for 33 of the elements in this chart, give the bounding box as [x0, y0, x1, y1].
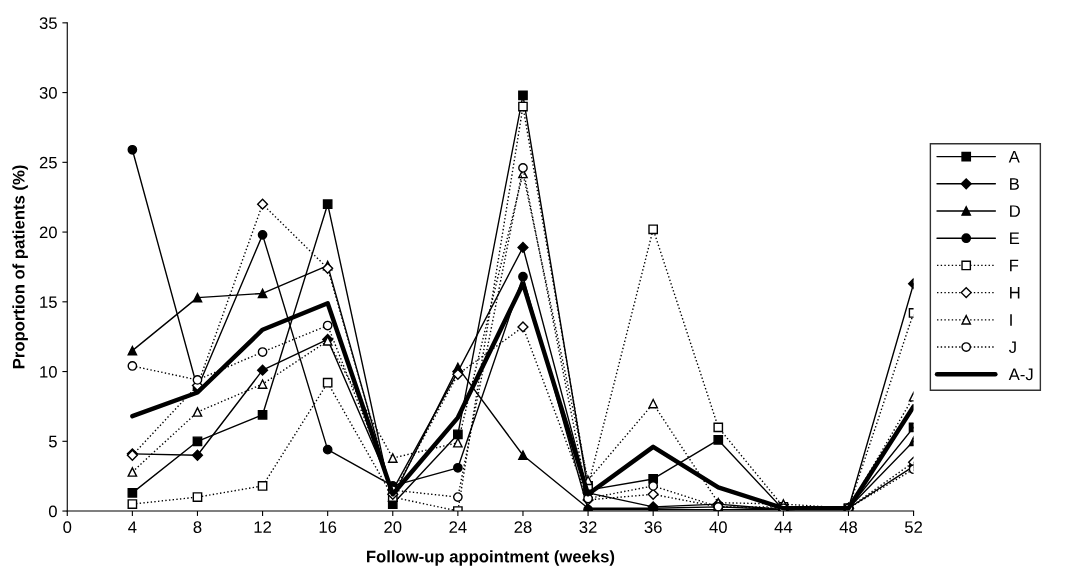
legend-label: F — [1010, 259, 1019, 272]
y-tick-label: 30 — [39, 86, 57, 99]
x-tick-label: 16 — [319, 521, 337, 534]
x-tick-label: 48 — [839, 521, 858, 534]
y-tick-label: 25 — [39, 156, 57, 169]
legend-label: H — [1010, 286, 1020, 299]
legend-label: B — [1010, 178, 1019, 190]
x-tick-label: 24 — [449, 521, 467, 533]
x-axis-title: Follow-up appointment (weeks) — [367, 550, 615, 566]
y-tick-label: 5 — [48, 435, 57, 448]
x-tick-label: 0 — [63, 521, 72, 534]
y-tick-label: 0 — [48, 505, 57, 518]
legend-label: I — [1010, 314, 1012, 326]
legend-label: E — [1010, 232, 1020, 245]
legend-label: A — [1008, 150, 1020, 163]
y-axis-title: Proportion of patients (%) — [12, 165, 28, 369]
x-tick-label: 52 — [904, 521, 922, 534]
legend-label: J — [1008, 341, 1016, 354]
x-tick-label: 4 — [128, 521, 137, 533]
x-tick-label: 8 — [193, 521, 202, 534]
y-tick-label: 35 — [39, 17, 57, 30]
x-tick-label: 44 — [774, 521, 793, 533]
x-tick-label: 12 — [254, 521, 271, 533]
legend-label: A-J — [1008, 368, 1033, 381]
x-tick-label: 20 — [384, 521, 402, 534]
x-tick-label: 40 — [709, 521, 727, 534]
legend-label: D — [1010, 205, 1020, 217]
x-tick-label: 32 — [579, 521, 597, 534]
y-tick-label: 15 — [40, 296, 57, 309]
x-tick-label: 36 — [644, 521, 662, 534]
x-tick-label: 28 — [514, 521, 532, 534]
y-tick-label: 10 — [40, 365, 57, 378]
y-tick-label: 20 — [39, 226, 57, 239]
